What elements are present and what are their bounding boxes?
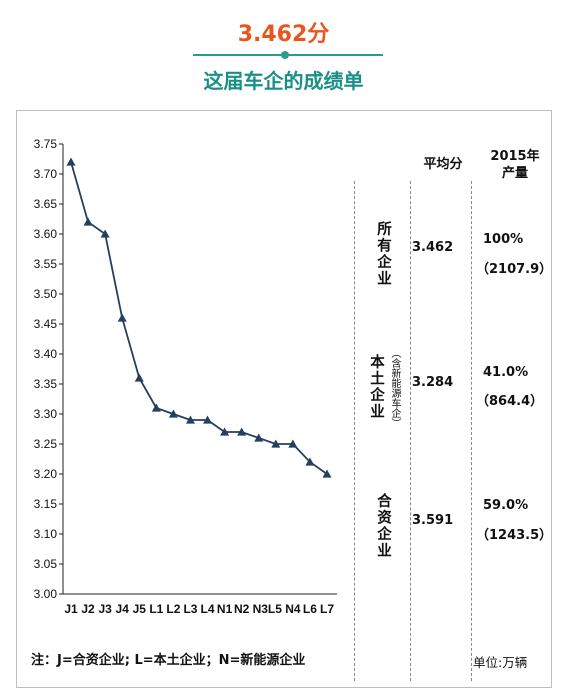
- data-point-N2: [237, 427, 247, 436]
- header: 3.462分 这届车企的成绩单: [0, 0, 567, 105]
- dashed-divider: [354, 181, 355, 681]
- x-tick-label: J5: [133, 602, 147, 616]
- data-point-N4: [288, 439, 298, 448]
- data-point-L5: [271, 439, 281, 448]
- x-tick-label: L6: [303, 602, 317, 616]
- y-tick-label: 3.10: [34, 527, 58, 541]
- legend-note: 注：J=合资企业; L=本土企业；N=新能源企业: [31, 653, 306, 668]
- data-point-J4: [117, 313, 127, 322]
- production-header-label: 产量: [501, 166, 528, 181]
- data-point-J5: [134, 373, 144, 382]
- x-tick-label: L7: [320, 602, 334, 616]
- scorecard-panel: 3.00 3.05 3.10 3.15 3.20 3.25 3.30 3.35 3.40 3.45…: [16, 110, 552, 688]
- data-point-L4: [203, 415, 213, 424]
- x-tick-label: L3: [183, 602, 197, 616]
- x-tick-label: L4: [201, 602, 215, 616]
- y-tick-label: 3.15: [34, 497, 58, 511]
- y-tick-label: 3.00: [34, 587, 58, 601]
- row-prod-jv: （1243.5）: [476, 528, 553, 543]
- y-tick-label: 3.60: [34, 227, 58, 241]
- y-tick-label: 3.05: [34, 557, 58, 571]
- row-prod-all: （2107.9）: [476, 262, 553, 277]
- production-column-header: 2015年 产量: [487, 148, 543, 182]
- x-axis: J1 J2 J3 J4 J5 L1 L2 L3 L4 N1 N2 N3L5 N4 L6 L7: [63, 593, 337, 616]
- data-point-L3: [185, 415, 195, 424]
- series-line: [66, 157, 332, 478]
- row-avg-all: 3.462: [412, 240, 454, 255]
- data-point-L1: [151, 403, 161, 412]
- row-pct-jv: 59.0%: [483, 498, 529, 513]
- row-label-local: 本土企业: [368, 354, 384, 420]
- y-tick-label: 3.40: [34, 347, 58, 361]
- data-point-L6: [305, 457, 315, 466]
- y-tick-label: 3.70: [34, 167, 58, 181]
- y-tick-label: 3.75: [34, 137, 58, 151]
- x-tick-label: N3L5: [253, 602, 283, 616]
- headline-score: 3.462分: [237, 22, 330, 47]
- x-tick-label: J2: [81, 602, 95, 616]
- x-tick-label: J3: [98, 602, 112, 616]
- divider-dot-icon: [281, 51, 289, 59]
- x-tick-label: L2: [166, 602, 180, 616]
- data-point-L7: [322, 469, 332, 478]
- y-tick-label: 3.30: [34, 407, 58, 421]
- data-point-J3: [100, 229, 110, 238]
- data-point-L2: [168, 409, 178, 418]
- data-point-N1: [220, 427, 230, 436]
- avg-column-header: 平均分: [423, 157, 463, 172]
- row-avg-local: 3.284: [412, 375, 454, 390]
- row-label-jv: 合资企业: [375, 493, 391, 559]
- row-pct-all: 100%: [483, 232, 524, 247]
- data-point-N3: [254, 433, 264, 442]
- dashed-divider: [410, 181, 411, 681]
- y-tick-label: 3.50: [34, 287, 58, 301]
- series-polyline: [70, 161, 328, 475]
- y-tick-label: 3.35: [34, 377, 58, 391]
- y-tick-label: 3.20: [34, 467, 58, 481]
- x-tick-label: N1: [217, 602, 233, 616]
- data-point-J2: [83, 217, 93, 226]
- y-tick-label: 3.65: [34, 197, 58, 211]
- x-tick-label: N2: [234, 602, 250, 616]
- y-axis: 3.00 3.05 3.10 3.15 3.20 3.25 3.30 3.35 3.40 3.45…: [34, 137, 64, 601]
- unit-label: 单位:万辆: [473, 655, 528, 670]
- x-tick-label: N4: [285, 602, 301, 616]
- x-tick-label: J1: [64, 602, 78, 616]
- page-subtitle: 这届车企的成绩单: [203, 69, 364, 93]
- dashed-divider: [471, 181, 472, 681]
- row-sublabel-local: （含新能源车企）: [389, 348, 400, 428]
- y-tick-label: 3.45: [34, 317, 58, 331]
- line-chart: 3.00 3.05 3.10 3.15 3.20 3.25 3.30 3.35 3.40 3.45…: [34, 137, 337, 616]
- data-point-J1: [66, 157, 76, 166]
- y-tick-label: 3.25: [34, 437, 58, 451]
- row-prod-local: （864.4）: [476, 394, 544, 409]
- row-label-all: 所有企业: [375, 221, 391, 287]
- row-avg-jv: 3.591: [412, 513, 454, 528]
- production-header-year: 2015年: [490, 149, 540, 164]
- x-tick-label: L1: [149, 602, 163, 616]
- x-tick-label: J4: [116, 602, 130, 616]
- y-tick-label: 3.55: [34, 257, 58, 271]
- row-pct-local: 41.0%: [483, 365, 529, 380]
